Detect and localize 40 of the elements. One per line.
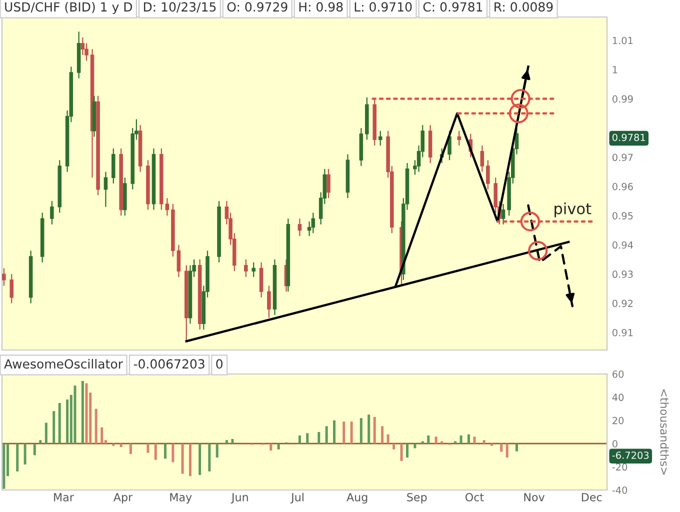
x-tick-label: Aug (346, 493, 368, 504)
x-tick-label: Sep (407, 492, 427, 504)
x-tick-label: May (170, 493, 192, 504)
y-tick-label: 0.97 (612, 154, 633, 162)
y-tick-label: -40 (612, 486, 628, 494)
y-tick-label: 0.92 (612, 300, 633, 308)
text: R: 0.0089 (494, 2, 553, 12)
text: L: 0.9710 (354, 2, 412, 12)
text: C: 0.9781 (423, 2, 482, 12)
y-tick-label: 20 (612, 416, 624, 424)
y-axis-title: <thousandths> (660, 389, 669, 475)
chart-title: USD/CHF (BID) 1 y D (5, 2, 132, 14)
text: D: 10/23/15 (144, 2, 216, 13)
y-tick-label: 1.01 (612, 36, 633, 44)
y-tick-label: 60 (612, 370, 624, 378)
x-tick-label: Jul (290, 492, 304, 504)
x-tick-label: Jun (230, 493, 248, 504)
chart-title: AwesomeOscillator (4, 358, 123, 369)
y-tick-label: -20 (612, 463, 628, 471)
x-tick-label: Mar (54, 493, 74, 502)
y-tick-label: 0.96 (612, 182, 633, 190)
y-tick-label: 0.99 (612, 95, 633, 103)
y-tick-label: 0.9781 (612, 134, 645, 142)
y-tick-label: 0.93 (612, 270, 633, 278)
text: 0 (216, 359, 222, 369)
x-tick-label: Apr (113, 493, 133, 504)
y-tick-label: 1 (612, 66, 618, 74)
y-tick-label: 0.95 (612, 212, 633, 220)
x-tick-label: Oct (465, 492, 484, 502)
y-tick-label: -6.7203 (612, 452, 649, 459)
x-tick-label: Nov (524, 493, 545, 502)
annotation: pivot (554, 202, 592, 218)
y-tick-label: 40 (612, 394, 624, 402)
y-tick-label: 0.91 (612, 328, 633, 336)
text: O: 0.9729 (227, 2, 288, 12)
y-tick-label: 0.94 (612, 241, 633, 249)
text: -0.0067203 (134, 359, 204, 369)
y-tick-label: 0 (612, 440, 618, 448)
x-tick-label: Dec (582, 493, 602, 502)
text: H: 0.98 (299, 2, 343, 12)
